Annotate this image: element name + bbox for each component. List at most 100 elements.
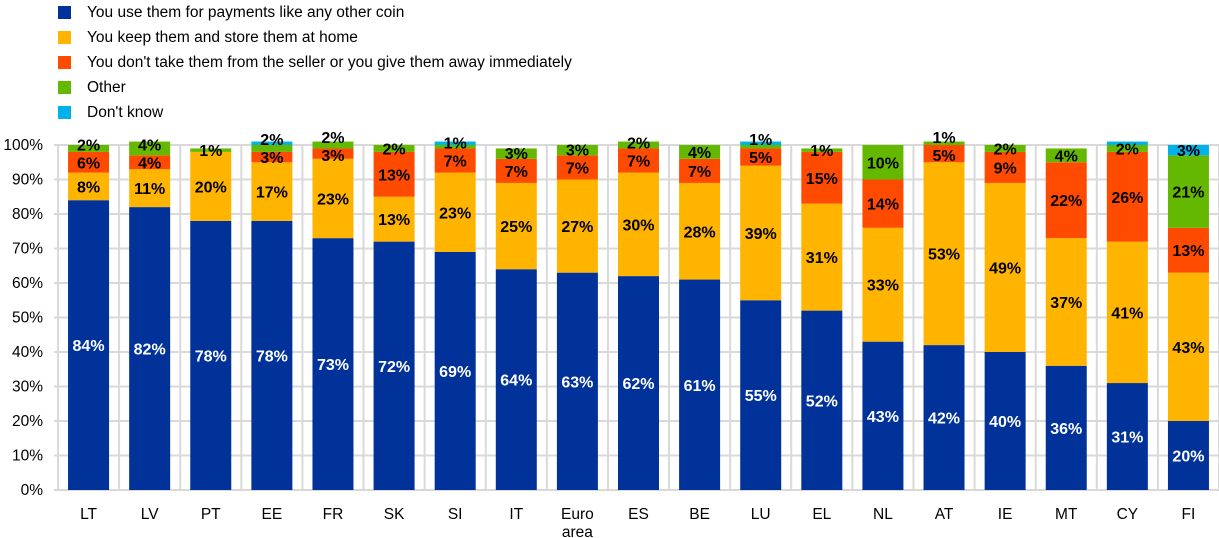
data-label: 72% — [378, 359, 410, 376]
legend-swatch — [58, 6, 71, 19]
bar-segment — [679, 279, 721, 490]
x-tick-label-line: area — [562, 524, 593, 538]
x-tick-label: MT — [1055, 506, 1078, 523]
legend-swatch — [58, 56, 71, 69]
data-label: 3% — [505, 146, 528, 163]
legend-item: You use them for payments like any other… — [58, 0, 572, 25]
data-label: 7% — [627, 154, 650, 171]
bar-segment — [618, 148, 659, 173]
x-tick-label: PT — [201, 506, 221, 523]
bar-segment — [190, 220, 232, 490]
bar-segment — [556, 155, 598, 180]
x-tick-label-line: FI — [1182, 506, 1196, 523]
bar-segment — [495, 182, 537, 270]
bar-segment — [68, 172, 110, 201]
data-label: 11% — [134, 181, 165, 198]
data-label: 13% — [378, 167, 410, 184]
bar-segment — [190, 151, 232, 221]
data-label: 5% — [749, 150, 772, 167]
bar-segment — [129, 207, 171, 490]
data-label: 17% — [256, 185, 288, 202]
x-tick-label-line: PT — [201, 506, 221, 523]
bar-segment — [923, 345, 965, 490]
data-label: 61% — [684, 378, 716, 395]
bar-segment — [984, 352, 1026, 490]
data-label: 49% — [989, 260, 1021, 277]
data-label: 39% — [745, 226, 777, 243]
data-label: 28% — [684, 224, 716, 241]
legend-label: You keep them and store them at home — [87, 28, 358, 46]
bar-segment — [1167, 155, 1209, 228]
x-tick-label-line: AT — [935, 506, 954, 523]
data-label: 1% — [932, 130, 955, 147]
x-tick-label-line: NL — [873, 506, 893, 523]
bar-segment — [618, 141, 659, 149]
data-label: 4% — [1055, 148, 1078, 165]
data-label: 10% — [867, 155, 899, 172]
legend-item: Don't know — [58, 100, 572, 125]
x-tick-label-line: IT — [509, 506, 523, 523]
legend-swatch — [58, 81, 71, 94]
x-tick-label: LV — [141, 506, 159, 523]
data-label: 73% — [317, 357, 349, 374]
data-label: 62% — [622, 376, 654, 393]
bar-segment — [129, 155, 171, 170]
bar-segment — [984, 145, 1026, 152]
bar-segment — [1045, 238, 1087, 366]
x-tick-label: AT — [935, 506, 954, 523]
x-tick-label-line: EE — [262, 506, 283, 523]
bar-segment — [312, 238, 354, 490]
x-tick-label-line: FR — [323, 506, 344, 523]
x-tick-label-line: MT — [1055, 506, 1078, 523]
data-label: 63% — [561, 374, 593, 391]
x-tick-label-line: ES — [628, 506, 649, 523]
data-label: 43% — [1172, 340, 1204, 357]
x-tick-label: IT — [509, 506, 523, 523]
x-tick-label: EE — [262, 506, 283, 523]
data-label: 7% — [566, 160, 589, 177]
bar-segment — [373, 241, 415, 490]
bar-segment — [1167, 145, 1209, 156]
x-tick-label: LU — [751, 506, 771, 523]
bar-segment — [862, 179, 904, 228]
bar-segment — [434, 172, 476, 252]
bar-segment — [923, 162, 965, 346]
x-tick-label-line: BE — [689, 506, 710, 523]
x-tick-label: SK — [384, 506, 405, 523]
data-label: 33% — [867, 278, 899, 295]
bar-segment — [862, 341, 904, 490]
bar-segment — [984, 151, 1026, 183]
data-label: 23% — [439, 205, 471, 222]
data-label: 2% — [383, 141, 406, 158]
data-label: 64% — [500, 373, 532, 390]
bar-segment — [801, 203, 843, 311]
data-label: 20% — [195, 179, 227, 196]
bar-segment — [68, 200, 110, 490]
data-label: 23% — [317, 191, 349, 208]
x-tick-label: EL — [812, 506, 831, 523]
data-label: 37% — [1050, 295, 1082, 312]
data-label: 3% — [566, 142, 589, 159]
data-label: 82% — [134, 342, 166, 359]
data-label: 53% — [928, 247, 960, 264]
bar-segment — [618, 276, 659, 490]
data-label: 22% — [1050, 193, 1082, 210]
bar-segment — [740, 300, 782, 490]
data-label: 7% — [444, 154, 467, 171]
bar-segment — [1106, 141, 1148, 145]
bar-segment — [740, 165, 782, 301]
x-tick-label-line: CY — [1117, 506, 1139, 523]
data-label: 15% — [806, 171, 838, 188]
data-label: 6% — [77, 155, 100, 172]
legend-label: You don't take them from the seller or y… — [87, 53, 572, 71]
bar-segment — [312, 148, 354, 159]
data-label: 42% — [928, 411, 960, 428]
y-tick-label: 60% — [12, 275, 43, 292]
data-label: 3% — [321, 148, 344, 165]
data-label: 27% — [561, 219, 593, 236]
data-label: 4% — [138, 137, 161, 154]
x-tick-label-line: LV — [141, 506, 159, 523]
bar-segment — [801, 148, 843, 152]
data-label: 2% — [994, 141, 1017, 158]
legend-swatch — [58, 31, 71, 44]
